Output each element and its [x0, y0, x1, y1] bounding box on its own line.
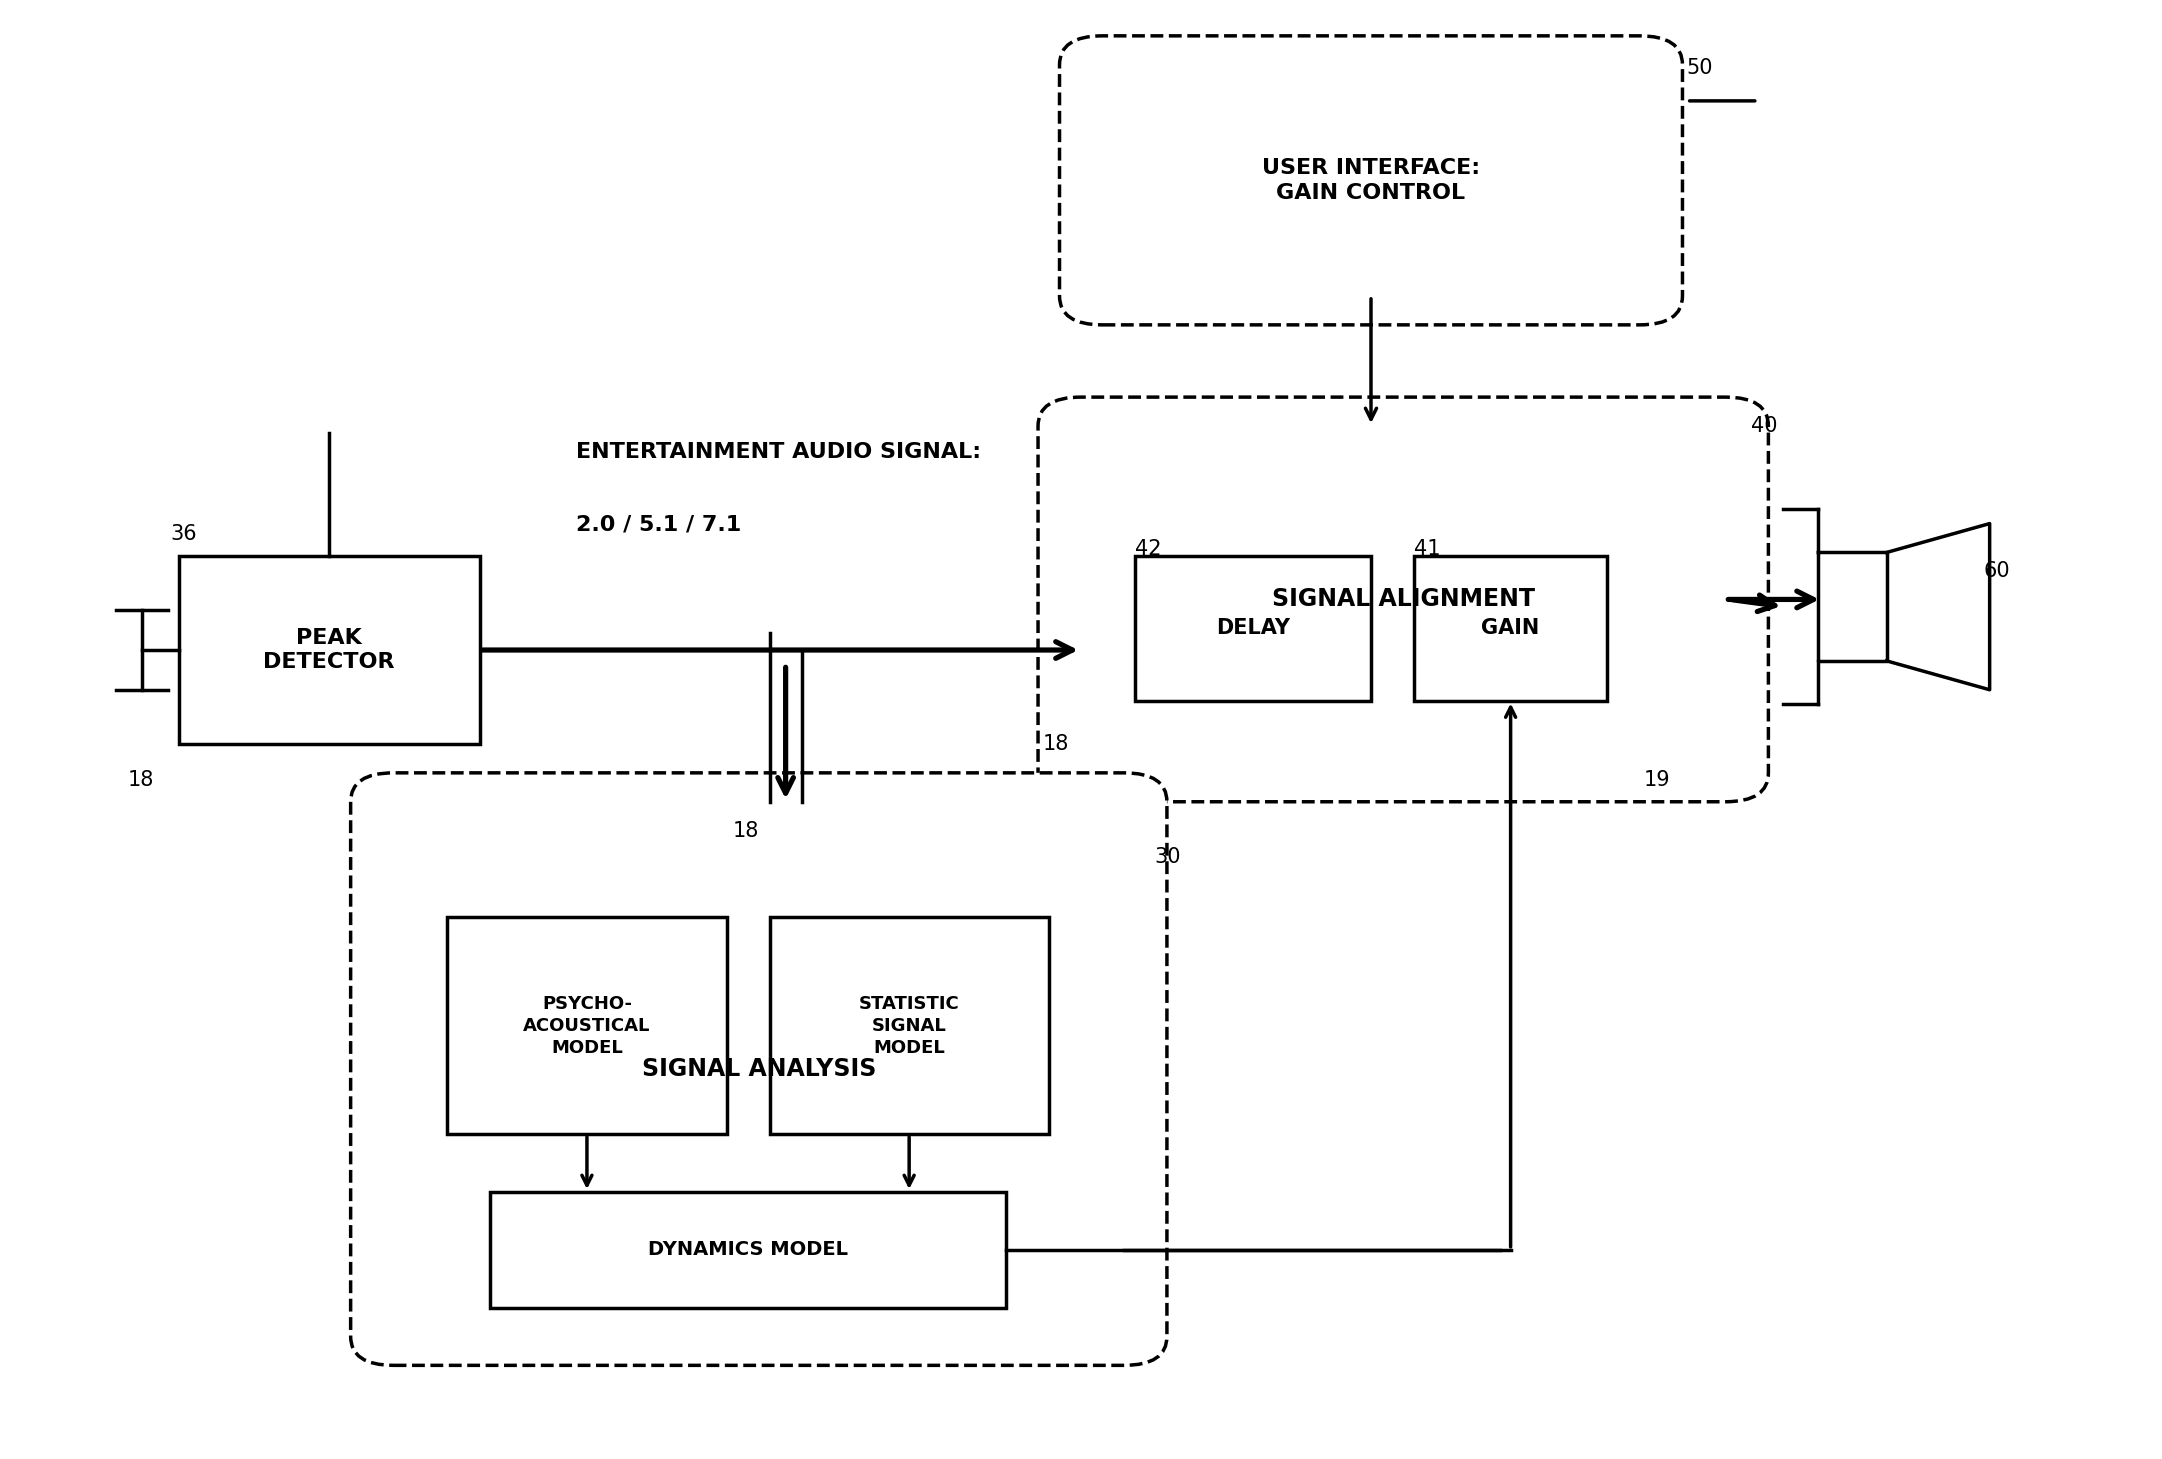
Text: 60: 60: [1983, 560, 2011, 581]
Text: 41: 41: [1414, 538, 1440, 559]
Text: 42: 42: [1135, 538, 1161, 559]
FancyBboxPatch shape: [770, 918, 1049, 1134]
Text: STATISTIC
SIGNAL
MODEL: STATISTIC SIGNAL MODEL: [858, 995, 960, 1056]
Text: DELAY: DELAY: [1215, 619, 1291, 639]
Text: 2.0 / 5.1 / 7.1: 2.0 / 5.1 / 7.1: [577, 515, 742, 534]
Text: 36: 36: [171, 524, 197, 544]
Text: 18: 18: [128, 770, 154, 791]
FancyBboxPatch shape: [1038, 397, 1769, 802]
FancyBboxPatch shape: [1059, 36, 1682, 325]
FancyBboxPatch shape: [179, 556, 480, 744]
Text: ENTERTAINMENT AUDIO SIGNAL:: ENTERTAINMENT AUDIO SIGNAL:: [577, 442, 982, 463]
FancyBboxPatch shape: [1414, 556, 1606, 700]
FancyBboxPatch shape: [350, 773, 1167, 1366]
Text: GAIN: GAIN: [1481, 619, 1539, 639]
FancyBboxPatch shape: [491, 1192, 1005, 1307]
Text: DYNAMICS MODEL: DYNAMICS MODEL: [649, 1240, 848, 1259]
Text: 50: 50: [1686, 58, 1712, 77]
Text: USER INTERFACE:
GAIN CONTROL: USER INTERFACE: GAIN CONTROL: [1263, 158, 1481, 203]
Text: 18: 18: [733, 820, 759, 840]
Text: PEAK
DETECTOR: PEAK DETECTOR: [264, 627, 396, 673]
Text: SIGNAL ANALYSIS: SIGNAL ANALYSIS: [642, 1058, 876, 1081]
FancyBboxPatch shape: [1135, 556, 1371, 700]
Text: 40: 40: [1751, 416, 1777, 436]
FancyBboxPatch shape: [448, 918, 726, 1134]
Text: 18: 18: [1042, 734, 1068, 754]
Text: 19: 19: [1643, 770, 1671, 791]
Text: PSYCHO-
ACOUSTICAL
MODEL: PSYCHO- ACOUSTICAL MODEL: [523, 995, 651, 1056]
Text: SIGNAL ALIGNMENT: SIGNAL ALIGNMENT: [1271, 588, 1535, 611]
Text: 30: 30: [1155, 846, 1180, 867]
